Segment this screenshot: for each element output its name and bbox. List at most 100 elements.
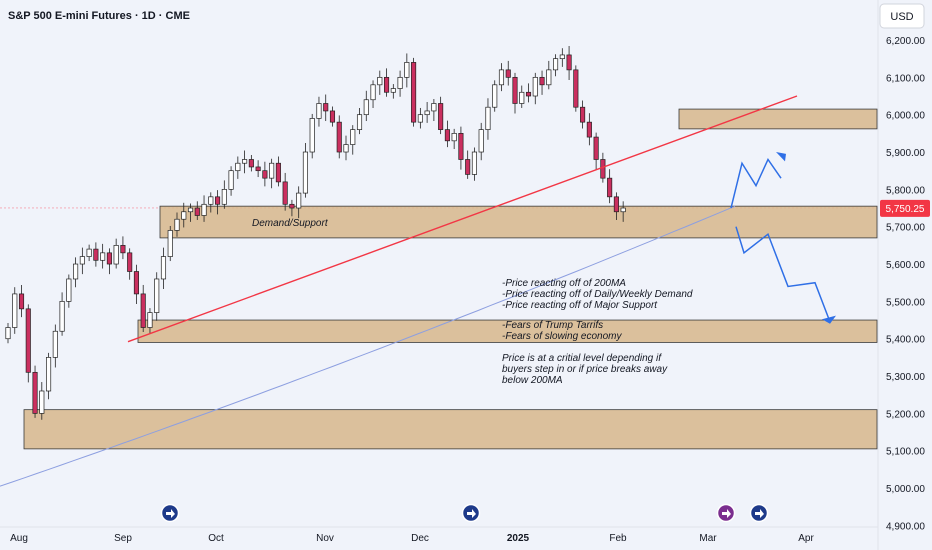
- candle-body: [262, 170, 268, 179]
- candle-body: [59, 301, 65, 332]
- last-price-tag-label: 5,750.25: [886, 204, 925, 215]
- price-zone: [23, 409, 878, 450]
- note-line: buyers step in or if price breaks away: [502, 364, 668, 375]
- projection-down-arrow: [735, 226, 831, 323]
- candle-body: [492, 84, 498, 108]
- event-arrow-icon: [722, 509, 731, 518]
- candle-body: [5, 327, 11, 340]
- candle-body: [289, 203, 295, 209]
- candle-body: [242, 159, 248, 164]
- price-tick-label: 5,200.00: [886, 409, 925, 420]
- time-tick-label: Sep: [114, 533, 132, 544]
- note-line: -Price reacting off of 200MA: [502, 278, 626, 289]
- event-markers[interactable]: [160, 503, 769, 523]
- candle-body: [309, 118, 315, 153]
- candle-body: [32, 371, 38, 414]
- candle-body: [505, 69, 511, 78]
- price-tick-label: 5,500.00: [886, 297, 925, 308]
- candle-body: [586, 121, 592, 138]
- note-line: Price is at a critial level depending if: [502, 353, 662, 364]
- candle-body: [580, 106, 586, 123]
- price-tick-label: 5,600.00: [886, 260, 925, 271]
- zone-label: Demand/Support: [252, 218, 329, 229]
- candle-body: [140, 293, 146, 328]
- trend-line: [127, 95, 798, 343]
- candle-body: [397, 76, 403, 89]
- candle-body: [390, 88, 396, 93]
- candle-body: [221, 189, 227, 205]
- candle-body: [248, 159, 254, 168]
- time-tick-label: Mar: [699, 533, 717, 544]
- candle-body: [404, 62, 410, 78]
- candle-body: [316, 103, 322, 119]
- candle-body: [167, 230, 173, 257]
- candle-body: [343, 144, 349, 153]
- candle-body: [208, 196, 214, 205]
- candle-body: [600, 159, 606, 179]
- candle-body: [553, 58, 559, 71]
- candle-body: [187, 207, 194, 213]
- last-price-tag: [880, 199, 930, 217]
- candle-body: [566, 54, 572, 71]
- time-tick-label: 2025: [507, 533, 530, 544]
- candle-body: [411, 62, 417, 123]
- candle-body: [444, 129, 450, 142]
- zones-layer: Demand/Support: [23, 108, 878, 450]
- candle-body: [100, 252, 106, 261]
- candle-body: [607, 177, 613, 198]
- price-tick-label: 5,300.00: [886, 372, 925, 383]
- candle-body: [525, 91, 532, 97]
- price-zone: [137, 319, 878, 343]
- candle-body: [424, 110, 430, 116]
- time-tick-label: Feb: [609, 533, 627, 544]
- price-zone: [159, 205, 878, 239]
- price-tick-label: 5,000.00: [886, 484, 925, 495]
- projection-down-arrowhead: [822, 315, 836, 324]
- candle-body: [201, 203, 207, 216]
- candle-body: [25, 308, 31, 373]
- time-tick-label: Oct: [208, 533, 224, 544]
- candle-body: [593, 136, 599, 160]
- candle-body: [519, 91, 525, 104]
- candle-body: [336, 121, 342, 153]
- currency-button[interactable]: [879, 3, 925, 29]
- price-zone: [678, 108, 878, 130]
- projection-up-arrow: [730, 157, 782, 209]
- event-arrow-icon: [755, 509, 764, 518]
- candle-body: [302, 151, 308, 194]
- note-line: -Fears of Trump Tarrifs: [502, 320, 603, 331]
- notes-layer: -Price reacting off of 200MA-Price react…: [502, 278, 693, 386]
- price-axis[interactable]: 6,200.00 6,100.00 6,000.00 5,900.00 5,800.00…: [877, 0, 925, 550]
- candle-body: [66, 278, 72, 302]
- time-tick-label: Aug: [10, 533, 28, 544]
- candle-body: [438, 103, 444, 130]
- event-arrow-icon: [467, 509, 476, 518]
- candle-body: [73, 263, 79, 280]
- candle-body: [39, 390, 45, 414]
- candle-body: [363, 99, 369, 116]
- candle-body: [471, 151, 477, 175]
- candle-body: [498, 69, 505, 86]
- candle-body: [46, 357, 52, 392]
- candle-body: [228, 170, 234, 190]
- chart-title: S&P 500 E-mini Futures · 1D · CME: [8, 10, 190, 22]
- candle-body: [350, 129, 356, 145]
- event-arrow-icon: [166, 509, 175, 518]
- candle-body: [573, 69, 579, 108]
- candle-body: [431, 103, 437, 112]
- time-axis[interactable]: Aug Sep Oct Nov Dec 2025 Feb Mar Apr: [0, 526, 878, 544]
- candle-body: [127, 252, 133, 272]
- currency-button-label: USD: [890, 11, 913, 23]
- price-tick-label: 6,000.00: [886, 111, 925, 122]
- moving-average-200-line: [0, 205, 736, 487]
- candle-body: [377, 76, 383, 86]
- candle-body: [215, 196, 221, 205]
- candle-body: [458, 133, 464, 160]
- time-tick-label: Apr: [798, 533, 814, 544]
- price-tick-label: 5,900.00: [886, 148, 925, 159]
- candle-body: [465, 159, 471, 175]
- candle-body: [174, 218, 180, 231]
- candle-body: [417, 114, 423, 123]
- candles-layer: [5, 45, 626, 420]
